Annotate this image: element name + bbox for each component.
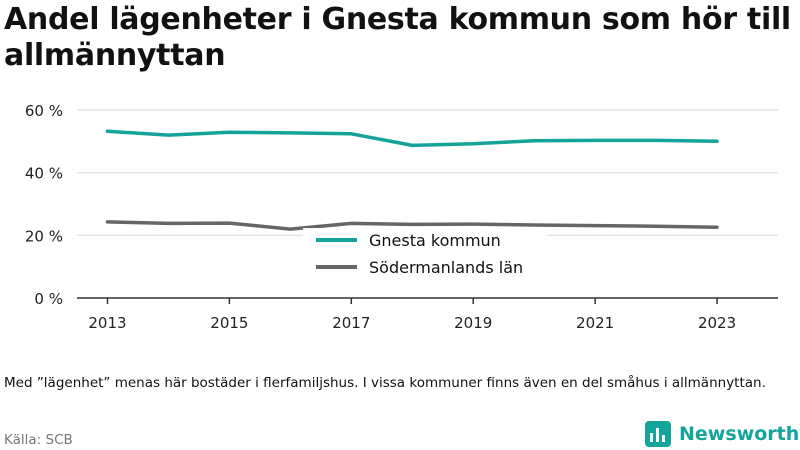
x-tick-label: 2023 [698,314,736,332]
line-chart: 0 %20 %40 %60 %2013 2015 2017 2019 2021 2023 … [25,102,778,332]
x-tick-label: 2015 [210,314,248,332]
brand[interactable]: Newsworthy [645,420,800,448]
grid-lines [77,109,778,236]
x-tick-label: 2017 [332,314,370,332]
x-tick-label: 2021 [576,314,614,332]
legend-label: Gnesta kommun [369,231,501,250]
series-lines [105,129,719,231]
y-tick-label: 60 % [25,102,63,120]
footnote: Med ”lägenhet” menas här bostäder i fler… [4,375,766,391]
brand-name: Newsworthy [679,423,800,445]
series-line-sodermanland [105,220,719,231]
legend-label: Södermanlands län [369,258,523,277]
series-line-gnesta [105,129,719,148]
legend: Gnesta kommun Södermanlands län [303,228,548,280]
legend-background [303,228,548,280]
newsworthy-logo-icon [645,421,671,447]
axes: 0 % 20 % 40 % 60 % 2013 2015 2017 2019 2021 2023 [25,102,778,332]
y-tick-label: 40 % [25,165,63,183]
chart-title: Andel lägenheter i Gnesta kommun som hör… [4,2,791,73]
y-tick-label: 0 % [34,290,63,308]
y-tick-label: 20 % [25,227,63,245]
x-tick-label: 2013 [88,314,126,332]
source-text: Källa: SCB [4,432,73,448]
x-tick-label: 2019 [454,314,492,332]
